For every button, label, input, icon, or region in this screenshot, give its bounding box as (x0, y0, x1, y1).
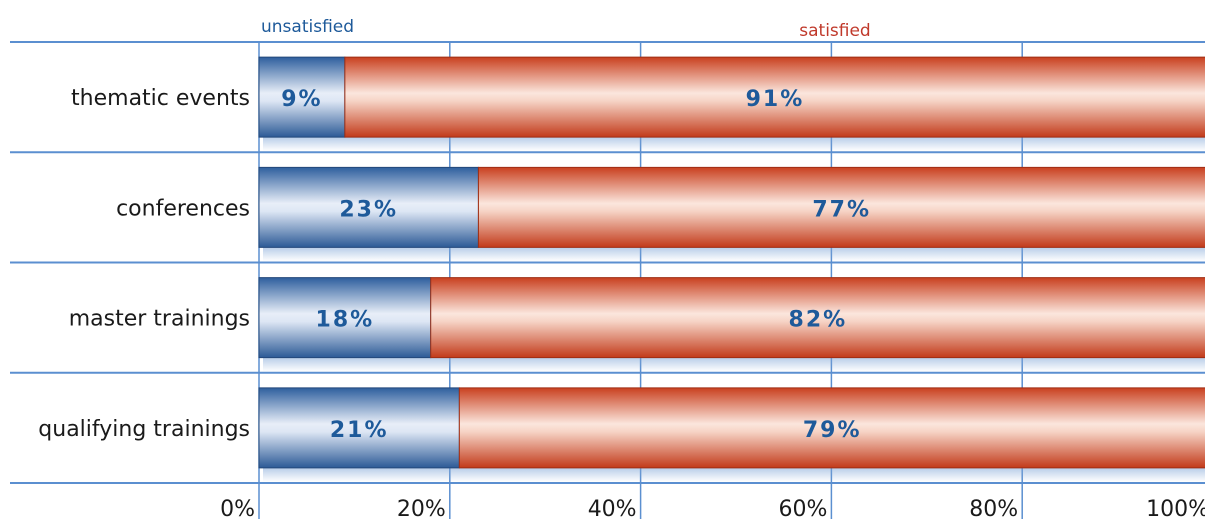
bars (258, 56, 1205, 469)
x-tick-label: 60% (778, 497, 827, 519)
bar-value-label: 9% (281, 87, 322, 112)
bar-unsatisfied (258, 387, 460, 469)
bar-satisfied (430, 277, 1205, 359)
bar-value-label: 79% (803, 418, 862, 443)
bar-shadow (263, 467, 1205, 482)
category-label: qualifying trainings (38, 417, 250, 442)
bar-shadows (263, 137, 1205, 482)
legend-satisfied: satisfied (799, 21, 870, 41)
bar-unsatisfied (258, 277, 432, 359)
x-tick-label: 0% (220, 497, 255, 519)
bar-value-label: 77% (812, 197, 871, 222)
x-tick-label: 20% (397, 497, 446, 519)
x-tick-label: 100% (1146, 497, 1205, 519)
labels: unsatisfied satisfied 0% 20% 40% 60% 80% 100%… (38, 17, 1205, 519)
bar-shadow (263, 357, 1205, 372)
bar-value-label: 18% (316, 308, 375, 333)
bar-satisfied (477, 166, 1205, 248)
bar-shadow (263, 137, 1205, 152)
bar-value-label: 21% (330, 418, 389, 443)
bar-unsatisfied (258, 166, 479, 248)
category-label: master trainings (69, 307, 250, 332)
bar-value-label: 91% (746, 87, 805, 112)
bar-shadow (263, 247, 1205, 262)
bar-satisfied (344, 56, 1205, 138)
legend-unsatisfied: unsatisfied (261, 17, 354, 37)
x-tick-label: 40% (588, 497, 637, 519)
category-label: conferences (116, 196, 250, 221)
bar-value-label: 82% (789, 308, 848, 333)
category-label: thematic events (71, 86, 250, 111)
x-tick-label: 80% (969, 497, 1018, 519)
bar-value-label: 23% (339, 197, 398, 222)
bar-satisfied (458, 387, 1205, 469)
